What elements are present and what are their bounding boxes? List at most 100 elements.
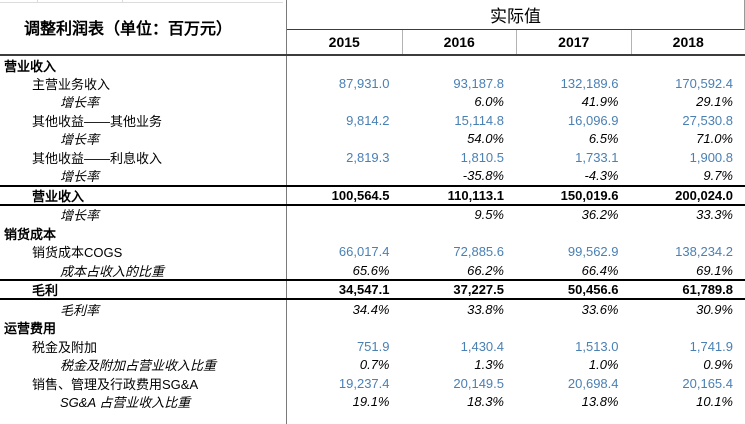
cell-value: 0.7%: [287, 355, 402, 373]
cell-value: [402, 224, 517, 242]
cell-value: 9.5%: [402, 206, 517, 224]
row-label: 营业收入: [0, 56, 287, 74]
row-label: 主营业务收入: [0, 74, 287, 92]
cell-value: 150,019.6: [516, 187, 631, 204]
cell-value: 69.1%: [631, 261, 745, 279]
cell-value: 1,430.4: [402, 337, 517, 355]
cell-value: -35.8%: [402, 166, 517, 184]
cell-value: [287, 224, 402, 242]
cell-value: 66.2%: [402, 261, 517, 279]
cell-value: 1,513.0: [516, 337, 631, 355]
row-label: 增长率: [0, 206, 287, 224]
row-label: 运营费用: [0, 319, 287, 337]
cell-value: 18.3%: [402, 392, 517, 410]
cell-value: 66,017.4: [287, 243, 402, 261]
row-label: 其他收益——其他业务: [0, 111, 287, 129]
cell-value: 33.3%: [631, 206, 745, 224]
cell-value: [287, 206, 402, 224]
filler-label-cell: [0, 411, 287, 424]
row-label: SG&A 占营业收入比重: [0, 392, 287, 410]
row-label: 销售、管理及行政费用SG&A: [0, 374, 287, 392]
row-label: 毛利: [0, 281, 287, 298]
cell-value: 33.6%: [516, 300, 631, 318]
cell-value: 200,024.0: [631, 187, 745, 204]
cell-value: 20,149.5: [402, 374, 517, 392]
row-label: 销货成本: [0, 224, 287, 242]
cell-value: [516, 56, 631, 74]
row-label: 营业收入: [0, 187, 287, 204]
cell-value: 9.7%: [631, 166, 745, 184]
cell-value: 19.1%: [287, 392, 402, 410]
cell-value: [287, 319, 402, 337]
gridline-remnant: [0, 2, 283, 3]
cell-value: 29.1%: [631, 93, 745, 111]
cell-value: 138,234.2: [631, 243, 745, 261]
table-row: 增长率-35.8%-4.3%9.7%: [0, 166, 745, 184]
cell-value: 27,530.8: [631, 111, 745, 129]
cell-value: 9,814.2: [287, 111, 402, 129]
cell-value: 61,789.8: [631, 281, 745, 298]
cell-value: 110,113.1: [402, 187, 517, 204]
table-row: 营业收入: [0, 56, 745, 74]
cell-value: 72,885.6: [402, 243, 517, 261]
year-column-header: 2017: [516, 30, 631, 54]
row-label: 税金及附加占营业收入比重: [0, 355, 287, 373]
cell-value: 2,819.3: [287, 148, 402, 166]
table-filler: [0, 411, 745, 424]
row-label: 增长率: [0, 93, 287, 111]
cell-value: 1,900.8: [631, 148, 745, 166]
cell-value: 19,237.4: [287, 374, 402, 392]
cell-value: [631, 224, 745, 242]
cell-value: [287, 166, 402, 184]
cell-value: 1,810.5: [402, 148, 517, 166]
cell-value: 6.5%: [516, 130, 631, 148]
cell-value: 87,931.0: [287, 74, 402, 92]
cell-value: 66.4%: [516, 261, 631, 279]
cell-value: 30.9%: [631, 300, 745, 318]
gridline-remnant: [37, 0, 38, 3]
year-column-header: 2016: [402, 30, 517, 54]
cell-value: 6.0%: [402, 93, 517, 111]
year-column-header: 2018: [631, 30, 745, 54]
cell-value: [516, 319, 631, 337]
gridline-remnant: [122, 0, 123, 3]
row-label: 成本占收入的比重: [0, 261, 287, 279]
cell-value: 54.0%: [402, 130, 517, 148]
cell-value: [631, 319, 745, 337]
year-column-header: 2015: [287, 30, 402, 54]
cell-value: 10.1%: [631, 392, 745, 410]
row-label: 毛利率: [0, 300, 287, 318]
cell-value: [402, 56, 517, 74]
cell-value: 1.3%: [402, 355, 517, 373]
cell-value: 13.8%: [516, 392, 631, 410]
table-row: 运营费用: [0, 319, 745, 337]
cell-value: 170,592.4: [631, 74, 745, 92]
table-title: 调整利润表（单位：百万元）: [0, 0, 287, 54]
cell-value: 37,227.5: [402, 281, 517, 298]
cell-value: 34,547.1: [287, 281, 402, 298]
row-label: 其他收益——利息收入: [0, 148, 287, 166]
cell-value: 50,456.6: [516, 281, 631, 298]
cell-value: 33.8%: [402, 300, 517, 318]
cell-value: [287, 93, 402, 111]
row-label: 增长率: [0, 130, 287, 148]
cell-value: 93,187.8: [402, 74, 517, 92]
